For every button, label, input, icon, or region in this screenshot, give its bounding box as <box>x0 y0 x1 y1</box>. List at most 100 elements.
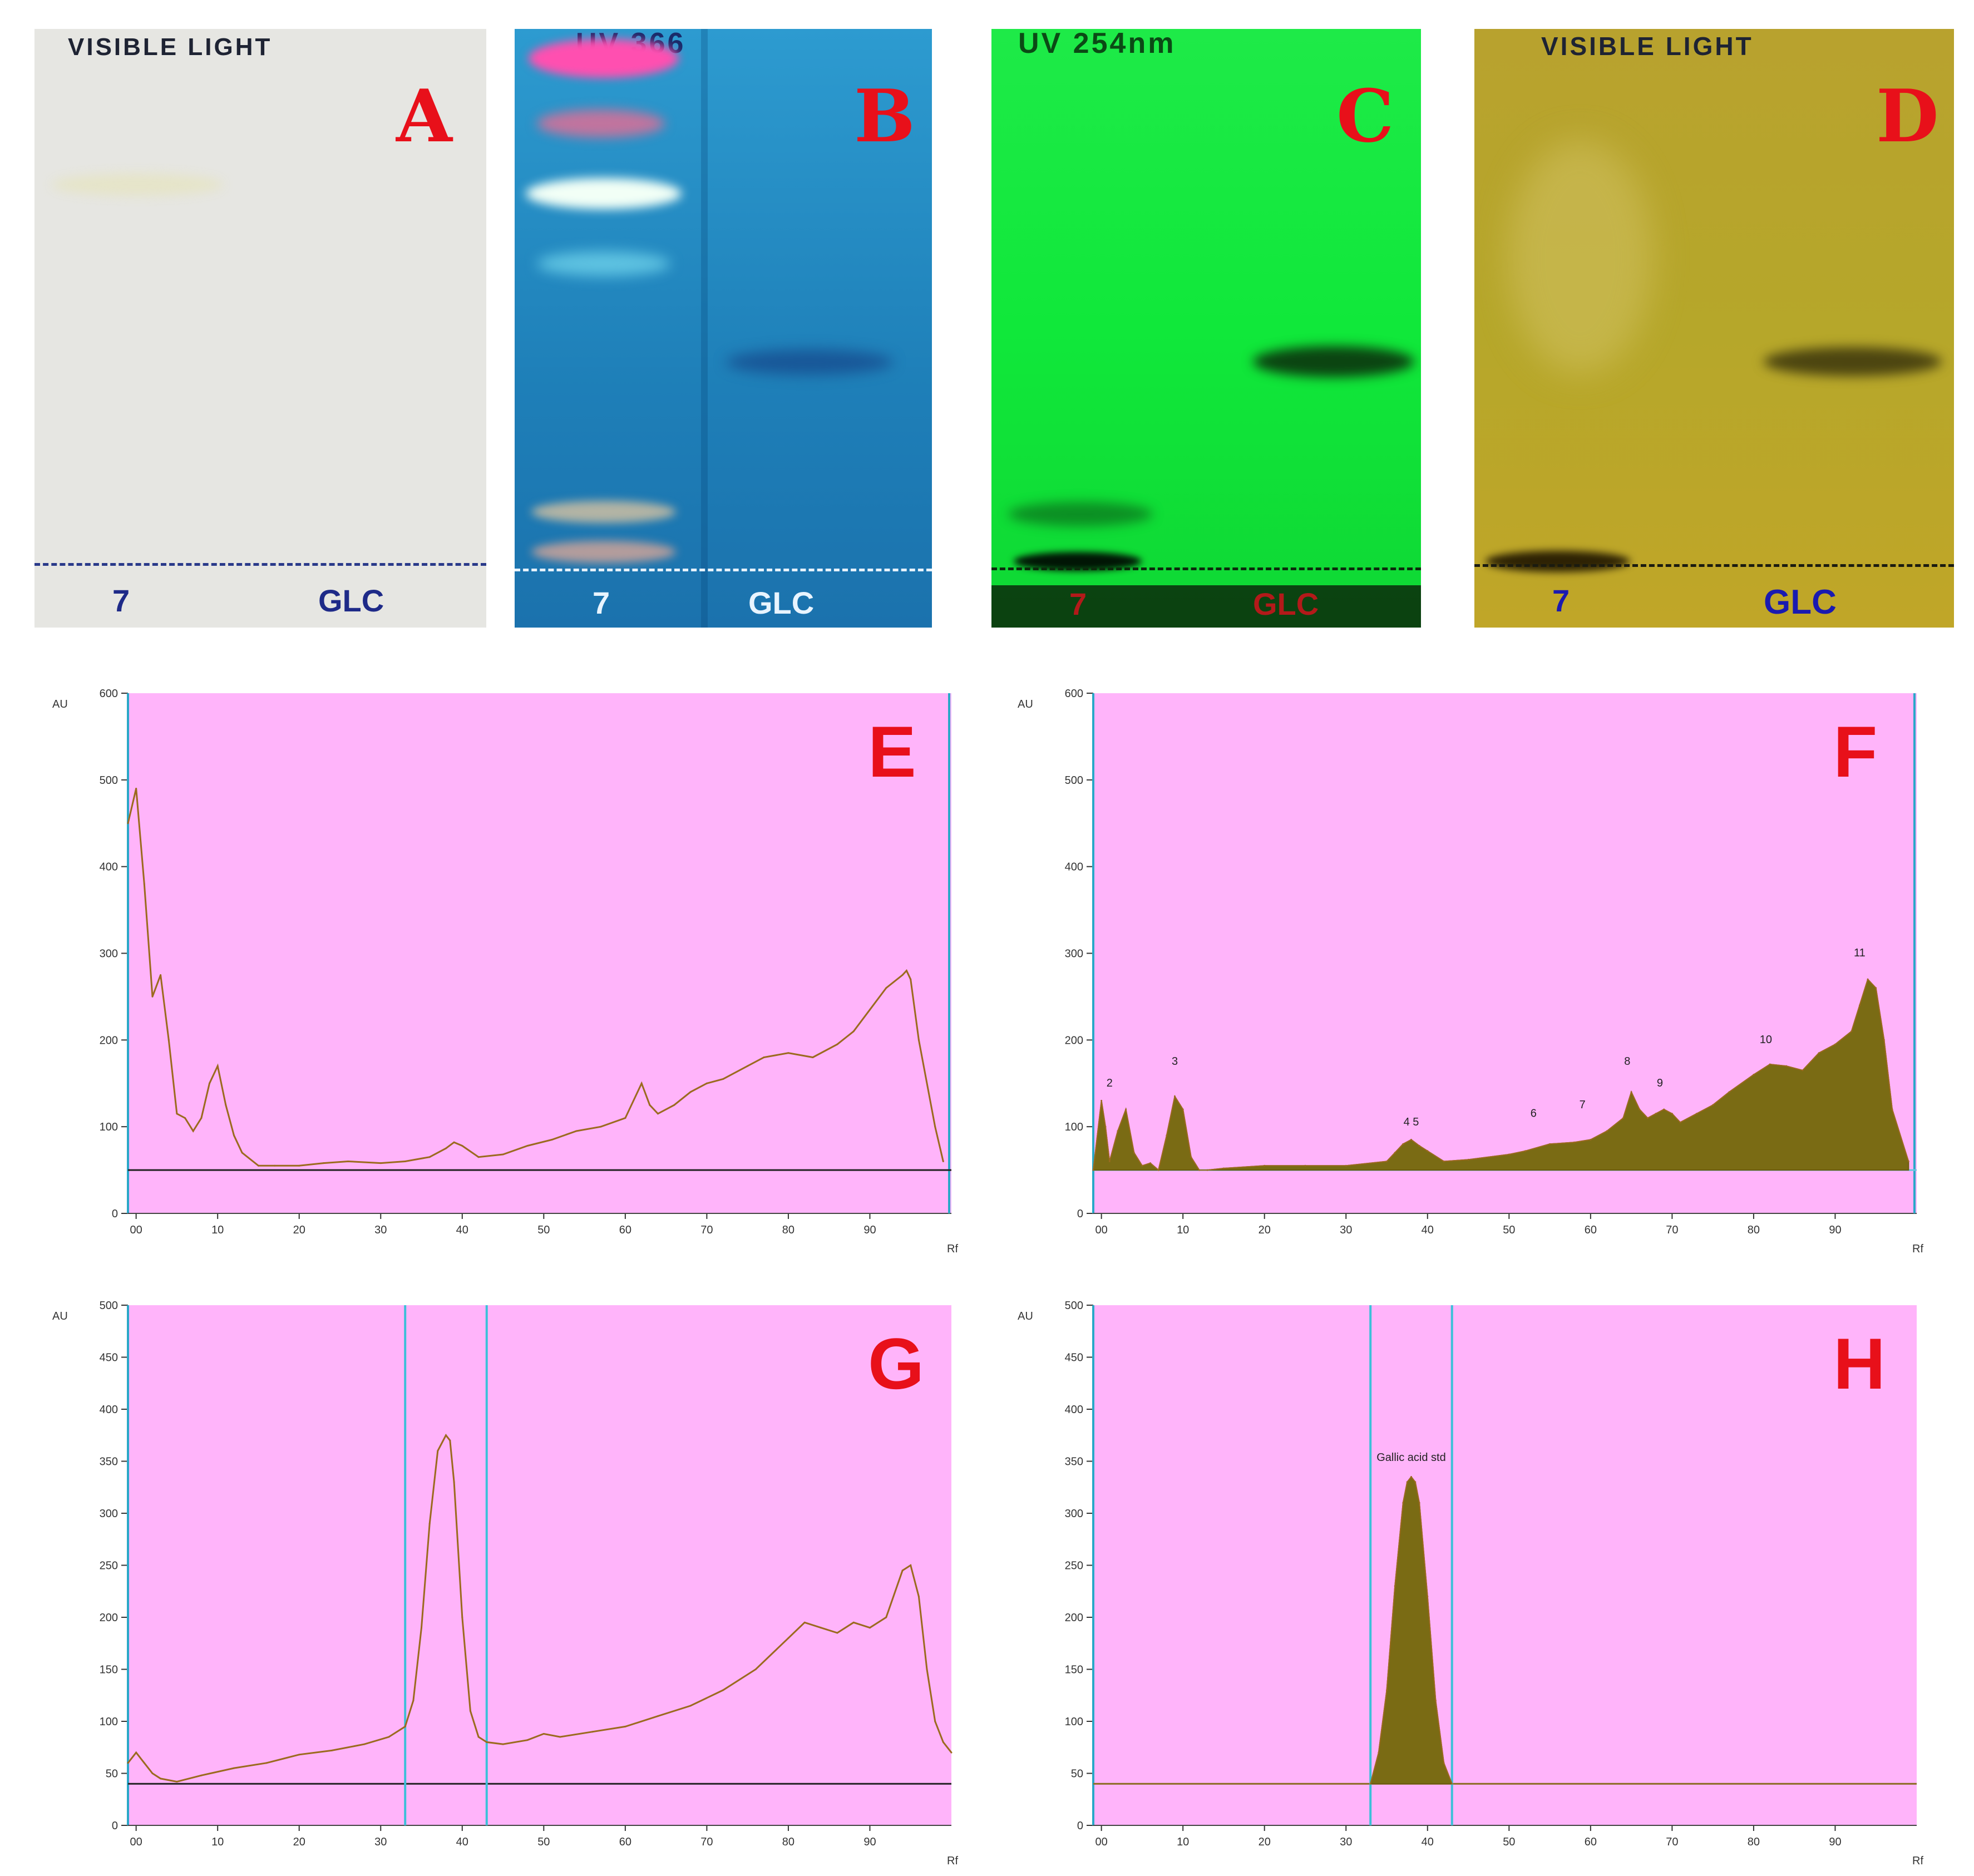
data-point <box>412 1700 414 1702</box>
data-point <box>1117 1130 1119 1132</box>
plot-area <box>128 693 951 1213</box>
x-tick-label: 00 <box>130 1836 142 1848</box>
x-tick-label: 50 <box>537 1224 550 1236</box>
x-tick-label: 90 <box>1829 1836 1841 1848</box>
data-point <box>323 1162 325 1164</box>
data-point <box>160 974 162 976</box>
x-tick-label: 70 <box>700 1224 713 1236</box>
y-tick-label: 500 <box>100 774 118 787</box>
data-point <box>330 1749 333 1751</box>
data-point <box>763 1057 765 1058</box>
spot <box>1764 347 1942 376</box>
chart-h: 0 50 100 150 200 250 300 350 400 450 500 AU 00 10 20 30… <box>1018 1300 1923 1867</box>
data-point <box>1655 1113 1657 1115</box>
panel-letter: F <box>1833 711 1877 792</box>
plate-caption: VISIBLE LIGHT <box>1541 32 1754 61</box>
data-point <box>1141 1164 1143 1167</box>
y-tick-label: 0 <box>112 1820 118 1832</box>
x-tick-label: 30 <box>1340 1224 1352 1236</box>
x-tick-label: 00 <box>130 1224 142 1236</box>
data-point <box>1867 978 1869 980</box>
data-point <box>910 978 912 980</box>
y-tick-label: 250 <box>1065 1560 1083 1572</box>
origin-line <box>34 563 486 566</box>
plate-d: VISIBLE LIGHT D 7 GLC <box>1474 29 1954 628</box>
data-point <box>1378 1751 1380 1754</box>
data-point <box>502 1743 504 1745</box>
y-tick-label: 400 <box>1065 1404 1083 1416</box>
data-point <box>812 1057 814 1058</box>
peak-label: 8 <box>1624 1055 1630 1068</box>
data-point <box>1166 1134 1168 1137</box>
data-point <box>233 1767 235 1769</box>
data-point <box>143 883 145 885</box>
data-point <box>917 1039 920 1041</box>
x-tick-label: 40 <box>456 1224 468 1236</box>
data-point <box>600 1125 602 1128</box>
data-point <box>209 1082 211 1084</box>
data-point <box>1524 1150 1527 1152</box>
spot <box>526 178 682 209</box>
data-point <box>591 1731 594 1733</box>
lane-label: GLC <box>748 585 815 620</box>
data-point <box>1573 1141 1576 1143</box>
y-tick-label: 150 <box>100 1664 118 1676</box>
data-point <box>1443 1161 1445 1162</box>
data-point <box>1549 1143 1551 1145</box>
data-point <box>624 1117 626 1119</box>
x-tick-label: 10 <box>211 1836 224 1848</box>
data-point <box>705 1082 708 1084</box>
data-point <box>787 1637 789 1639</box>
x-tick-label: 70 <box>1666 1224 1678 1236</box>
lane-divider <box>701 29 708 628</box>
x-tick-label: 10 <box>211 1224 224 1236</box>
data-point <box>379 1162 382 1164</box>
data-point <box>241 1152 243 1154</box>
x-tick-label: 50 <box>1503 1836 1515 1848</box>
x-tick-label: 50 <box>1503 1224 1515 1236</box>
data-point <box>787 1052 789 1054</box>
data-point <box>926 1668 928 1670</box>
data-point <box>1663 1108 1665 1110</box>
y-tick-label: 0 <box>1077 1208 1083 1220</box>
spot <box>1486 551 1630 572</box>
x-tick-label: 40 <box>1422 1224 1434 1236</box>
data-point <box>216 1065 219 1067</box>
y-tick-label: 500 <box>1065 774 1083 787</box>
peak-label: 4 5 <box>1404 1116 1419 1128</box>
x-tick-label: 90 <box>1829 1224 1841 1236</box>
data-point <box>167 1039 170 1041</box>
origin-line <box>991 567 1421 570</box>
data-point <box>836 1043 838 1045</box>
data-point <box>176 1780 178 1783</box>
x-tick-label: 90 <box>863 1836 876 1848</box>
data-point <box>722 1689 724 1691</box>
data-point <box>1418 1502 1420 1504</box>
data-point <box>265 1762 268 1764</box>
data-point <box>1222 1167 1225 1169</box>
x-tick-label: 00 <box>1095 1224 1108 1236</box>
data-point <box>1712 1104 1714 1106</box>
data-point <box>934 1125 936 1128</box>
x-tick-label: 80 <box>1748 1836 1760 1848</box>
data-point <box>559 1736 561 1738</box>
panel-letter: E <box>868 711 916 792</box>
data-point <box>1769 1063 1771 1065</box>
data-point <box>1264 1164 1266 1167</box>
plate-c: UV 254nm C 7 GLC <box>991 29 1421 628</box>
data-point <box>1414 1481 1417 1483</box>
y-tick-label: 50 <box>1071 1768 1083 1780</box>
data-point <box>1157 1169 1159 1171</box>
x-tick-label: 60 <box>619 1836 631 1848</box>
data-point <box>901 1569 904 1572</box>
data-point <box>428 1156 431 1158</box>
x-tick-label: 80 <box>782 1224 794 1236</box>
data-point <box>127 822 129 825</box>
data-point <box>1695 1113 1697 1115</box>
x-tick-label: 40 <box>456 1836 468 1848</box>
data-point <box>233 1134 235 1137</box>
y-tick-label: 150 <box>1065 1664 1083 1676</box>
y-axis-label: AU <box>52 1310 68 1322</box>
peak-label: 10 <box>1760 1034 1772 1046</box>
spot <box>537 251 670 276</box>
